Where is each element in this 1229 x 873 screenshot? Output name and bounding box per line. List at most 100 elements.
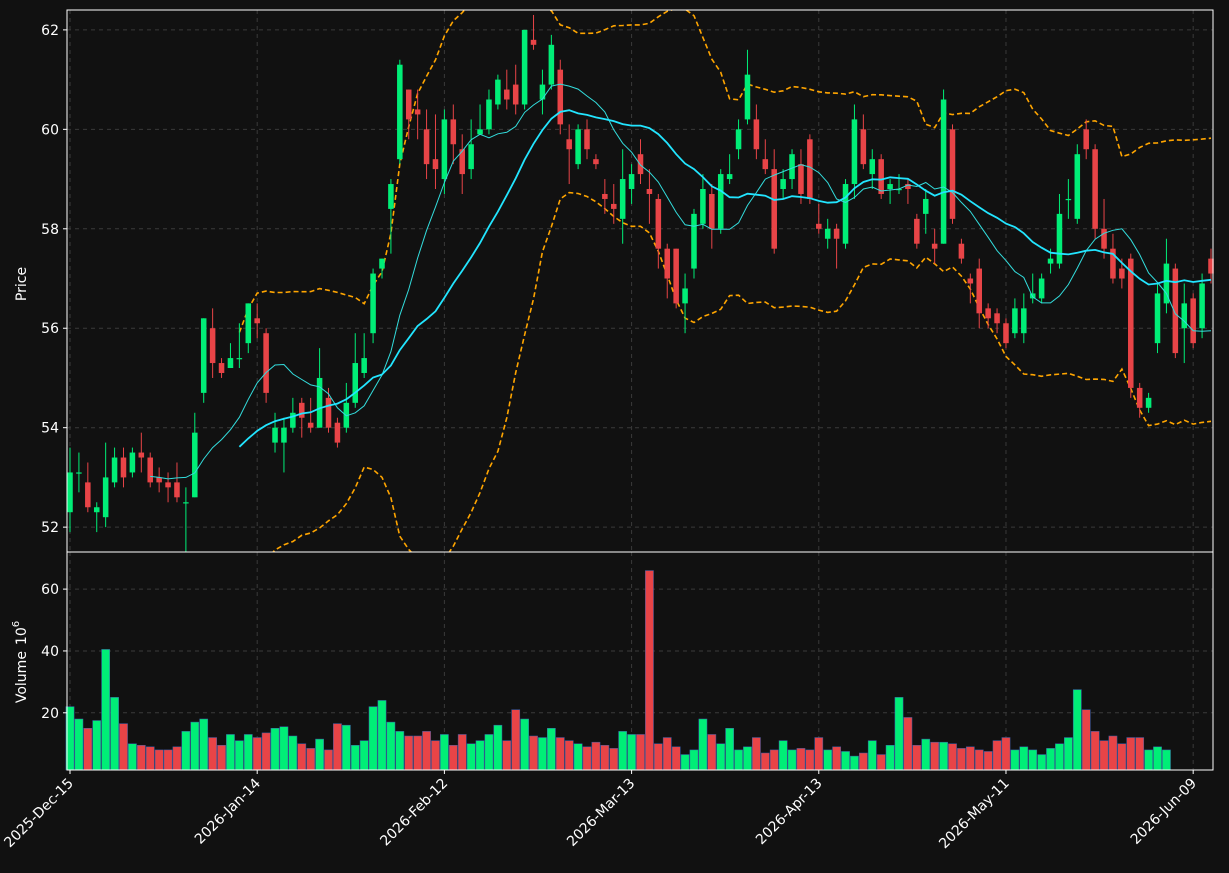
volume-bar — [662, 737, 672, 771]
volume-bar — [769, 749, 779, 771]
candle-body — [156, 477, 162, 483]
volume-bar — [252, 737, 262, 771]
candle-body — [584, 129, 590, 150]
candle-body — [432, 159, 439, 170]
volume-bar — [841, 751, 850, 771]
candle-body — [165, 482, 171, 488]
candle-body — [994, 313, 1000, 324]
candle-body — [530, 39, 537, 45]
volume-bar — [136, 745, 146, 771]
candle-body — [1003, 323, 1009, 344]
candle-body — [735, 129, 742, 150]
volume-bar — [1135, 737, 1145, 771]
volume-bar — [609, 748, 619, 771]
volume-bar — [1153, 746, 1162, 771]
volume-bar — [208, 737, 217, 771]
volume-bar — [725, 728, 734, 771]
volume-bar — [386, 721, 396, 771]
candle-body — [405, 89, 412, 120]
candle-body — [1056, 213, 1063, 264]
volume-bar — [306, 748, 316, 771]
candle-body — [593, 159, 599, 165]
price-tick-label: 62 — [41, 23, 59, 39]
volume-bar — [778, 740, 788, 771]
volume-panel-frame — [66, 551, 1214, 771]
candle-body — [940, 99, 947, 244]
volume-bar — [671, 746, 681, 771]
volume-bar — [1019, 746, 1029, 771]
candle-body — [459, 149, 465, 175]
candle-body — [1110, 248, 1116, 279]
volume-bar — [1001, 737, 1011, 771]
candle-body — [361, 358, 367, 373]
volume-bar — [582, 746, 592, 771]
volume-bar — [698, 718, 708, 771]
volume-tick-label: 60 — [41, 582, 59, 598]
candle-body — [397, 64, 403, 160]
candle-body — [700, 189, 706, 224]
candle-body — [896, 189, 902, 191]
volume-bar — [903, 717, 913, 771]
volume-bar — [502, 740, 512, 771]
candle-body — [905, 184, 911, 190]
candle-body — [468, 144, 474, 170]
volume-bar — [930, 741, 940, 771]
volume-bar — [912, 745, 922, 771]
price-tick-label: 54 — [41, 421, 59, 437]
volume-bar — [885, 745, 895, 771]
volume-y-ticks: 20 40 60 — [41, 582, 67, 722]
volume-bar — [1162, 749, 1171, 771]
volume-bar — [448, 745, 458, 771]
candle-body — [1163, 263, 1170, 304]
candle-body — [441, 119, 448, 180]
volume-bar — [1099, 740, 1109, 771]
volume-bar — [948, 743, 957, 771]
volume-tick-label: 40 — [41, 644, 59, 660]
lower-band-line — [271, 191, 1212, 552]
volume-bar — [1064, 737, 1073, 771]
candle-body — [824, 228, 831, 239]
candle-body — [976, 268, 982, 314]
candles — [67, 14, 1214, 552]
volume-bar — [867, 740, 877, 771]
candle-body — [798, 164, 804, 194]
candle-body — [762, 159, 769, 170]
volume-bar — [859, 752, 868, 771]
candle-body — [200, 318, 207, 393]
volume-bar — [547, 728, 556, 771]
candle-body — [539, 84, 546, 100]
candle-body — [566, 139, 572, 150]
candle-body — [352, 363, 359, 403]
volume-bar — [618, 731, 628, 771]
volume-bar — [1055, 743, 1064, 771]
candle-body — [887, 184, 893, 190]
candle-body — [1038, 278, 1045, 299]
fast-moving-average-line — [150, 83, 1212, 480]
candle-body — [67, 472, 73, 513]
candle-body — [1074, 154, 1081, 219]
candle-body — [816, 223, 822, 229]
candle-body — [789, 154, 795, 180]
candle-body — [1047, 258, 1054, 264]
volume-bar — [1117, 743, 1127, 771]
candle-body — [646, 189, 653, 194]
candle-body — [914, 218, 920, 244]
volume-bar — [413, 735, 422, 771]
candle-body — [486, 99, 492, 130]
volume-bar — [716, 743, 726, 771]
candle-body — [1199, 283, 1205, 329]
volume-axis-label-text: Volume — [14, 651, 30, 703]
volume-bar — [1010, 749, 1020, 771]
volume-bar — [939, 741, 948, 771]
candle-body — [869, 159, 876, 175]
candle-body — [325, 397, 332, 428]
candle-body — [93, 507, 100, 513]
candle-body — [602, 193, 608, 199]
candle-body — [691, 213, 697, 269]
volume-bar — [243, 734, 253, 771]
volume-bar — [743, 746, 752, 771]
candle-body — [254, 318, 260, 324]
volume-bar — [627, 734, 636, 771]
candle-body — [1136, 387, 1143, 408]
